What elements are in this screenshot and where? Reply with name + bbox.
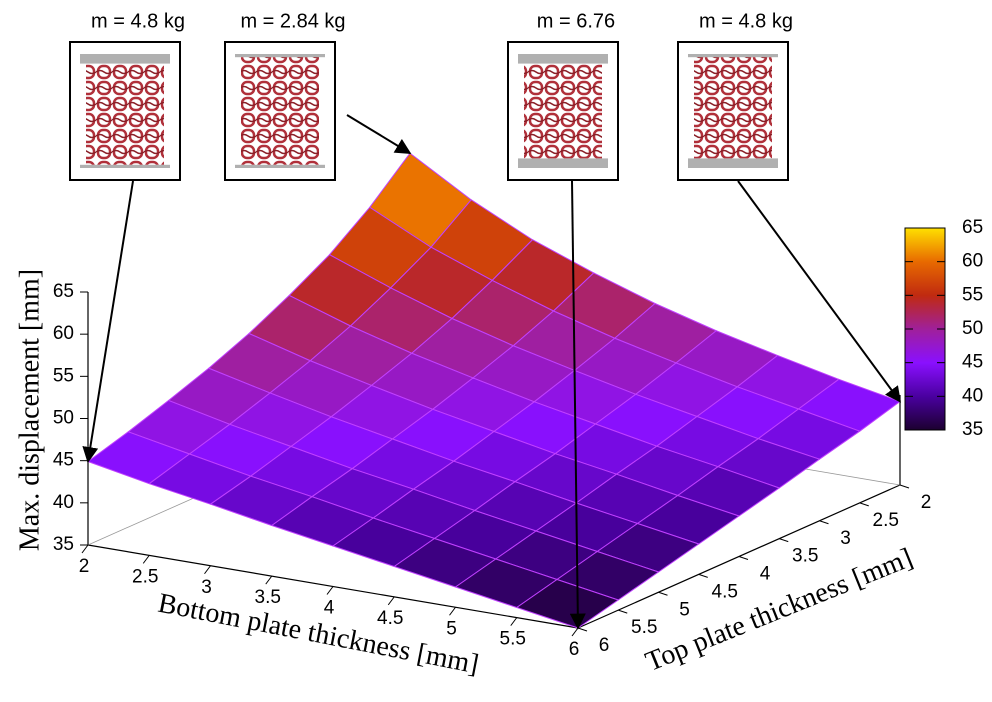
annotation-label: m = 4.8 kg	[699, 10, 793, 32]
y-tick-label: 5.5	[631, 617, 657, 638]
inset-lattice	[694, 57, 772, 158]
x-tick	[572, 628, 578, 636]
z-tick-label: 40	[53, 492, 74, 513]
inset-plate	[235, 54, 325, 57]
x-tick-label: 5.5	[500, 629, 526, 650]
y-tick-label: 2.5	[873, 510, 899, 531]
colorbar-tick-label: 65	[962, 217, 983, 238]
y-tick-label: 4.5	[712, 581, 738, 602]
x-tick	[205, 566, 211, 574]
inset-plate	[235, 165, 325, 168]
y-tick	[900, 485, 909, 488]
x-tick	[143, 555, 149, 563]
y-tick-label: 6	[599, 635, 610, 656]
y-tick-label: 3	[840, 528, 851, 549]
x-tick	[266, 576, 272, 584]
x-tick	[511, 618, 517, 626]
y-tick	[860, 503, 869, 506]
x-tick-label: 2.5	[132, 566, 158, 587]
inset-lattice	[86, 64, 164, 165]
x-axis-title: Bottom plate thickness [mm]	[156, 588, 482, 681]
inset-plate	[518, 54, 608, 64]
annotation-label: m = 6.76	[537, 10, 615, 32]
colorbar-tick-label: 45	[962, 352, 983, 373]
colorbar-tick-label: 60	[962, 251, 983, 272]
annotation-arrow	[88, 181, 133, 462]
y-tick-label: 5	[679, 599, 690, 620]
y-tick	[699, 574, 708, 577]
x-tick-label: 3.5	[255, 587, 281, 608]
page: Max. displacement [mm] Bottom plate thic…	[0, 0, 992, 702]
colorbar-tick-label: 40	[962, 385, 983, 406]
x-tick-label: 4	[324, 598, 335, 619]
z-axis-title: Max. displacement [mm]	[14, 269, 45, 551]
y-tick	[820, 521, 829, 524]
inset-plate	[688, 54, 778, 57]
y-tick	[739, 557, 748, 560]
z-tick-label: 45	[53, 450, 74, 471]
colorbar-tick-label: 55	[962, 284, 983, 305]
x-tick-label: 5	[446, 618, 457, 639]
x-tick-label: 6	[569, 639, 580, 660]
y-tick	[618, 610, 627, 613]
chart: Max. displacement [mm] Bottom plate thic…	[0, 0, 992, 702]
y-tick	[578, 628, 587, 631]
y-tick	[779, 539, 788, 542]
x-tick	[388, 597, 394, 605]
z-tick-label: 50	[53, 408, 74, 429]
x-tick-label: 3	[201, 577, 212, 598]
x-tick	[82, 545, 88, 553]
z-tick-label: 35	[53, 534, 74, 555]
annotation-arrow	[347, 115, 410, 153]
inset-lattice	[524, 64, 602, 159]
inset-lattice	[241, 57, 319, 165]
z-tick-label: 55	[53, 365, 74, 386]
y-tick-label: 3.5	[792, 546, 818, 567]
x-tick	[327, 587, 333, 595]
x-tick-label: 2	[79, 556, 90, 577]
inset-plate	[80, 54, 170, 64]
colorbar-tick-label: 50	[962, 318, 983, 339]
inset-plate	[688, 158, 778, 168]
inset-plate	[518, 158, 608, 168]
annotation-label: m = 4.8 kg	[91, 10, 185, 32]
y-tick	[659, 592, 668, 595]
x-tick	[450, 607, 456, 615]
z-tick-label: 65	[53, 281, 74, 302]
y-tick-label: 2	[921, 492, 932, 513]
colorbar-tick-label: 35	[962, 419, 983, 440]
x-tick-label: 4.5	[377, 608, 403, 629]
z-tick-label: 60	[53, 323, 74, 344]
y-tick-label: 4	[760, 564, 771, 585]
inset-plate	[80, 165, 170, 168]
annotation-label: m = 2.84 kg	[240, 10, 345, 32]
